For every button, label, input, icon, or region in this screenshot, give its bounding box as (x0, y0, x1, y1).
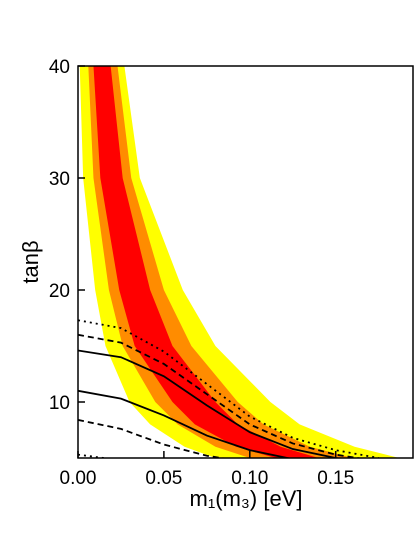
x-tick-label: 0.05 (145, 468, 182, 489)
y-axis-label: tanβ (18, 240, 43, 283)
curve (78, 333, 363, 458)
x-tick-label: 0.10 (231, 468, 268, 489)
x-axis-label: m₁(m₃) [eV] (190, 486, 303, 511)
curve (78, 419, 227, 458)
x-tick-label: 0.00 (60, 468, 97, 489)
x-tick-label: 0.15 (317, 468, 354, 489)
plot-area (78, 66, 400, 458)
curve (78, 349, 343, 458)
y-tick-label: 20 (49, 281, 70, 302)
y-tick-label: 10 (49, 393, 70, 414)
y-tick-label: 40 (49, 57, 70, 78)
confidence-band (93, 66, 319, 458)
curve (78, 389, 292, 458)
y-tick-label: 30 (49, 169, 70, 190)
plot-frame (77, 65, 414, 459)
